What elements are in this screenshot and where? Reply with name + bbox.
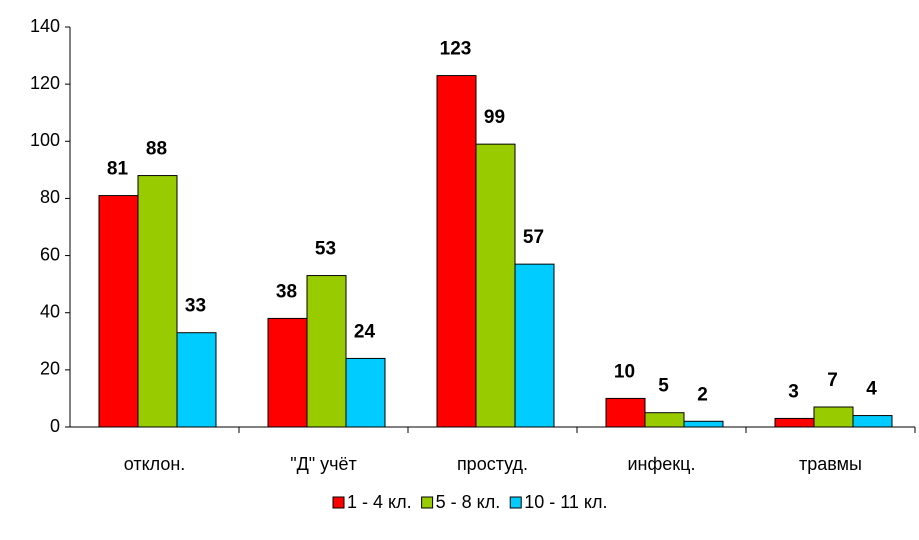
legend-swatch bbox=[421, 496, 434, 509]
legend-label: 1 - 4 кл. bbox=[347, 492, 412, 512]
y-tick-label: 20 bbox=[40, 359, 60, 379]
bar bbox=[306, 275, 347, 428]
x-tick-label: инфекц. bbox=[627, 454, 695, 474]
bar bbox=[852, 415, 893, 428]
data-label: 5 bbox=[658, 376, 669, 397]
y-tick-label: 0 bbox=[50, 416, 60, 436]
y-tick-label: 60 bbox=[40, 244, 60, 264]
y-tick-label: 100 bbox=[30, 130, 60, 150]
y-tick-label: 120 bbox=[30, 73, 60, 93]
bar bbox=[774, 417, 815, 428]
bar bbox=[176, 332, 217, 428]
data-label: 24 bbox=[354, 321, 376, 342]
legend-label: 10 - 11 кл. bbox=[524, 492, 607, 512]
data-label: 57 bbox=[523, 227, 544, 248]
bar bbox=[98, 195, 139, 428]
data-label: 33 bbox=[185, 296, 206, 317]
bar bbox=[436, 75, 477, 428]
bar bbox=[683, 420, 724, 428]
x-tick-label: "Д" учёт bbox=[290, 454, 357, 474]
data-label: 7 bbox=[827, 370, 838, 391]
data-label: 3 bbox=[788, 381, 799, 402]
y-tick-label: 140 bbox=[30, 16, 60, 36]
bar bbox=[137, 175, 178, 428]
data-label: 2 bbox=[697, 384, 708, 405]
bar bbox=[475, 143, 516, 428]
data-label: 81 bbox=[107, 159, 129, 180]
data-label: 88 bbox=[146, 139, 167, 160]
bar bbox=[345, 357, 386, 428]
y-tick-label: 40 bbox=[40, 301, 60, 321]
data-label: 10 bbox=[614, 361, 635, 382]
x-tick-label: отклон. bbox=[124, 454, 186, 474]
y-tick-label: 80 bbox=[40, 187, 60, 207]
data-label: 53 bbox=[315, 239, 336, 260]
legend-swatch bbox=[509, 496, 522, 509]
data-label: 123 bbox=[440, 39, 472, 60]
legend-swatch bbox=[332, 496, 345, 509]
bar bbox=[813, 406, 854, 428]
bar bbox=[514, 263, 555, 428]
bar bbox=[267, 317, 308, 428]
legend-label: 5 - 8 кл. bbox=[436, 492, 501, 512]
x-tick-label: травмы bbox=[799, 454, 862, 474]
x-tick-label: простуд. bbox=[457, 454, 528, 474]
data-label: 4 bbox=[866, 379, 877, 400]
bar bbox=[605, 397, 646, 428]
data-label: 99 bbox=[484, 107, 505, 128]
bar bbox=[644, 412, 685, 428]
data-label: 38 bbox=[276, 281, 297, 302]
